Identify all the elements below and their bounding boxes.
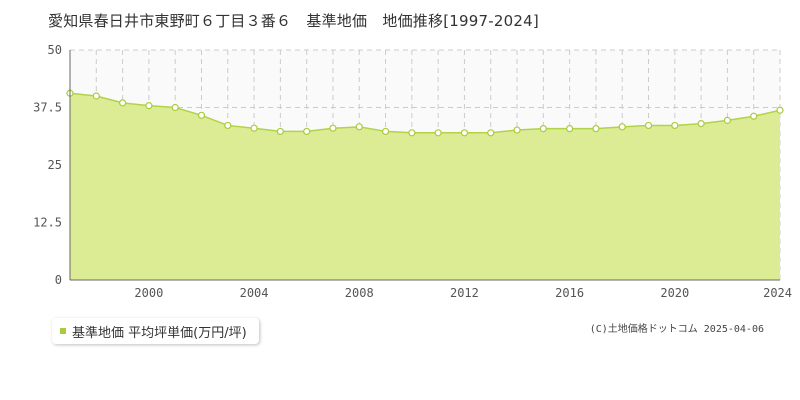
x-tick-label: 2008	[345, 286, 374, 300]
x-tick-label: 2012	[450, 286, 479, 300]
data-point	[381, 127, 390, 136]
data-point	[750, 112, 758, 120]
data-point	[776, 106, 784, 114]
data-point	[355, 123, 363, 131]
data-point	[460, 129, 469, 137]
data-point	[118, 99, 127, 107]
data-point	[592, 125, 600, 133]
data-point	[145, 102, 153, 110]
data-point	[276, 127, 284, 136]
y-tick-label: 0	[55, 273, 62, 287]
y-tick-label: 50	[48, 43, 62, 57]
data-point	[671, 121, 679, 130]
data-point	[697, 119, 705, 128]
data-point	[303, 127, 311, 136]
data-point	[408, 129, 416, 137]
data-point	[566, 125, 574, 133]
legend-label: 基準地価 平均坪単価(万円/坪)	[72, 325, 247, 341]
chart-legend: 基準地価 平均坪単価(万円/坪)	[52, 318, 259, 344]
data-point	[644, 121, 653, 130]
y-tick-label: 12.5	[33, 216, 62, 230]
x-tick-label: 2016	[555, 286, 584, 300]
data-point	[92, 92, 100, 100]
data-point	[329, 124, 337, 132]
data-point	[250, 124, 258, 132]
data-point	[723, 116, 732, 124]
chart-title: 愛知県春日井市東野町６丁目３番６ 基準地価 地価推移[1997-2024]	[48, 12, 539, 30]
x-tick-label: 2024	[763, 286, 792, 300]
series-area	[70, 93, 780, 281]
data-point	[539, 125, 547, 133]
credit-text: (C)土地価格ドットコム 2025-04-06	[589, 324, 764, 335]
data-point	[487, 129, 495, 137]
series-line	[69, 92, 781, 134]
data-point	[434, 129, 442, 137]
x-tick-label: 2020	[660, 286, 689, 300]
x-tick-label: 2004	[240, 286, 269, 300]
y-tick-label: 37.5	[33, 101, 62, 115]
legend-swatch	[60, 328, 66, 334]
data-point	[513, 126, 521, 134]
data-point	[197, 111, 206, 119]
data-point	[224, 121, 232, 130]
x-tick-label: 2000	[134, 286, 163, 300]
y-tick-label: 25	[48, 158, 62, 172]
data-point	[618, 123, 626, 131]
data-point	[171, 103, 179, 112]
